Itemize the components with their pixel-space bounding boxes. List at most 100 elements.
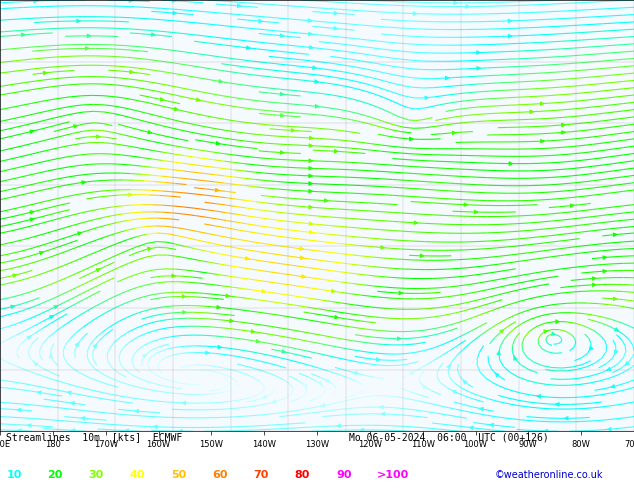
FancyArrowPatch shape — [334, 26, 337, 30]
FancyArrowPatch shape — [381, 246, 384, 249]
FancyArrowPatch shape — [251, 330, 255, 333]
Text: 60: 60 — [212, 470, 228, 480]
FancyArrowPatch shape — [182, 401, 186, 405]
Text: Mo 06-05-2024  06:00  UTC (00+126): Mo 06-05-2024 06:00 UTC (00+126) — [349, 432, 548, 442]
FancyArrowPatch shape — [309, 46, 313, 49]
FancyArrowPatch shape — [477, 51, 480, 54]
FancyArrowPatch shape — [490, 423, 493, 427]
FancyArrowPatch shape — [514, 356, 517, 360]
FancyArrowPatch shape — [530, 110, 533, 114]
FancyArrowPatch shape — [603, 256, 607, 259]
Text: >100: >100 — [377, 470, 410, 480]
FancyArrowPatch shape — [27, 336, 31, 340]
FancyArrowPatch shape — [314, 80, 318, 83]
FancyArrowPatch shape — [273, 400, 276, 403]
FancyArrowPatch shape — [556, 403, 559, 406]
FancyArrowPatch shape — [309, 222, 313, 225]
FancyArrowPatch shape — [30, 130, 34, 133]
Text: 40: 40 — [130, 470, 145, 480]
Text: 70: 70 — [254, 470, 269, 480]
FancyArrowPatch shape — [544, 429, 548, 433]
FancyArrowPatch shape — [309, 136, 313, 140]
FancyArrowPatch shape — [540, 102, 544, 105]
FancyArrowPatch shape — [464, 203, 467, 206]
FancyArrowPatch shape — [452, 131, 456, 135]
FancyArrowPatch shape — [309, 174, 313, 177]
FancyArrowPatch shape — [309, 144, 313, 147]
FancyArrowPatch shape — [332, 290, 335, 293]
FancyArrowPatch shape — [17, 408, 21, 412]
FancyArrowPatch shape — [414, 221, 418, 224]
FancyArrowPatch shape — [125, 429, 129, 432]
FancyArrowPatch shape — [495, 373, 499, 377]
FancyArrowPatch shape — [205, 351, 209, 354]
FancyArrowPatch shape — [509, 162, 512, 165]
FancyArrowPatch shape — [413, 12, 417, 15]
FancyArrowPatch shape — [281, 350, 285, 353]
Text: 50: 50 — [171, 470, 186, 480]
FancyArrowPatch shape — [337, 424, 340, 427]
FancyArrowPatch shape — [68, 391, 71, 394]
FancyArrowPatch shape — [477, 67, 480, 70]
FancyArrowPatch shape — [263, 395, 267, 398]
FancyArrowPatch shape — [309, 190, 313, 193]
FancyArrowPatch shape — [309, 167, 313, 170]
FancyArrowPatch shape — [592, 277, 596, 280]
FancyArrowPatch shape — [300, 247, 303, 250]
Text: Streamlines  10m  [kts]  ECMWF: Streamlines 10m [kts] ECMWF — [6, 432, 183, 442]
FancyArrowPatch shape — [34, 362, 38, 366]
FancyArrowPatch shape — [182, 295, 186, 298]
FancyArrowPatch shape — [625, 362, 629, 365]
FancyArrowPatch shape — [382, 413, 385, 416]
FancyArrowPatch shape — [280, 93, 283, 96]
FancyArrowPatch shape — [614, 350, 618, 354]
FancyArrowPatch shape — [445, 76, 449, 80]
FancyArrowPatch shape — [607, 368, 611, 370]
FancyArrowPatch shape — [425, 96, 429, 99]
FancyArrowPatch shape — [313, 66, 316, 69]
FancyArrowPatch shape — [565, 416, 568, 420]
Text: 90: 90 — [336, 470, 351, 480]
FancyArrowPatch shape — [508, 19, 512, 23]
FancyArrowPatch shape — [75, 343, 79, 347]
FancyArrowPatch shape — [309, 182, 313, 185]
FancyArrowPatch shape — [130, 70, 133, 74]
Text: 30: 30 — [89, 470, 104, 480]
FancyArrowPatch shape — [143, 354, 146, 358]
FancyArrowPatch shape — [309, 205, 313, 209]
FancyArrowPatch shape — [96, 269, 100, 272]
FancyArrowPatch shape — [216, 142, 219, 145]
FancyArrowPatch shape — [262, 290, 266, 293]
FancyArrowPatch shape — [172, 0, 176, 2]
FancyArrowPatch shape — [447, 364, 451, 368]
FancyArrowPatch shape — [304, 384, 307, 388]
FancyArrowPatch shape — [87, 34, 91, 38]
FancyArrowPatch shape — [500, 330, 503, 333]
FancyArrowPatch shape — [508, 34, 512, 38]
FancyArrowPatch shape — [410, 372, 414, 375]
FancyArrowPatch shape — [81, 416, 85, 420]
FancyArrowPatch shape — [49, 353, 53, 358]
Text: 10: 10 — [6, 470, 22, 480]
FancyArrowPatch shape — [34, 0, 37, 3]
FancyArrowPatch shape — [463, 380, 467, 384]
FancyArrowPatch shape — [325, 199, 328, 202]
FancyArrowPatch shape — [360, 428, 364, 432]
FancyArrowPatch shape — [614, 328, 618, 331]
FancyArrowPatch shape — [148, 247, 152, 250]
FancyArrowPatch shape — [230, 319, 233, 322]
FancyArrowPatch shape — [28, 424, 31, 427]
FancyArrowPatch shape — [562, 131, 565, 134]
FancyArrowPatch shape — [335, 316, 339, 319]
FancyArrowPatch shape — [592, 283, 596, 287]
FancyArrowPatch shape — [589, 346, 593, 351]
FancyArrowPatch shape — [72, 429, 75, 432]
FancyArrowPatch shape — [603, 270, 606, 273]
FancyArrowPatch shape — [552, 332, 555, 335]
FancyArrowPatch shape — [544, 330, 548, 333]
FancyArrowPatch shape — [197, 98, 200, 101]
FancyArrowPatch shape — [326, 379, 330, 382]
FancyArrowPatch shape — [153, 425, 157, 428]
FancyArrowPatch shape — [172, 274, 175, 277]
FancyArrowPatch shape — [160, 98, 164, 101]
